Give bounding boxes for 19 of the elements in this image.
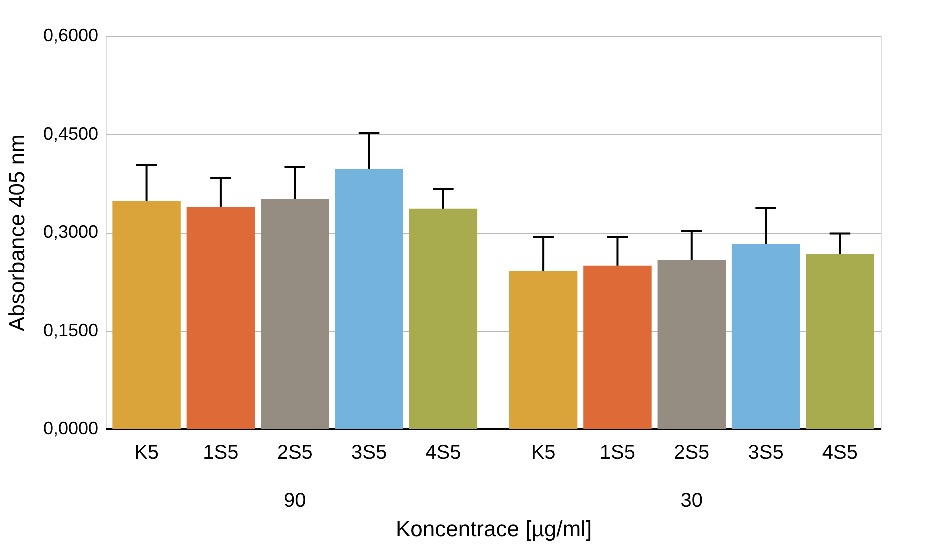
x-tick-label: 2S5 xyxy=(277,442,313,464)
y-axis-title: Absorbance 405 nm xyxy=(4,134,30,332)
y-tick-label: 0,6000 xyxy=(43,26,98,46)
x-tick-label: 3S5 xyxy=(351,442,388,464)
text: 90 xyxy=(284,490,306,512)
x-axis-title: Koncentrace [µg/ml] xyxy=(396,516,592,542)
y-tick-label: 0,1500 xyxy=(43,320,98,340)
y-tick-label: 0,4500 xyxy=(43,124,98,144)
text: 30 xyxy=(680,490,704,512)
x-tick-label: 1S5 xyxy=(203,442,239,464)
x-tick-label: K5 xyxy=(531,442,556,464)
x-tick-label: 4S5 xyxy=(822,442,858,464)
x-tick-label: 3S5 xyxy=(748,442,784,464)
x-tick-label: K5 xyxy=(134,442,160,464)
x-tick-label: 4S5 xyxy=(426,442,462,464)
x-tick-label: 2S5 xyxy=(674,442,710,464)
y-tick-label: 0,0000 xyxy=(43,418,98,438)
y-tick-label: 0,3000 xyxy=(43,222,98,242)
x-tick-label: 1S5 xyxy=(600,442,636,464)
